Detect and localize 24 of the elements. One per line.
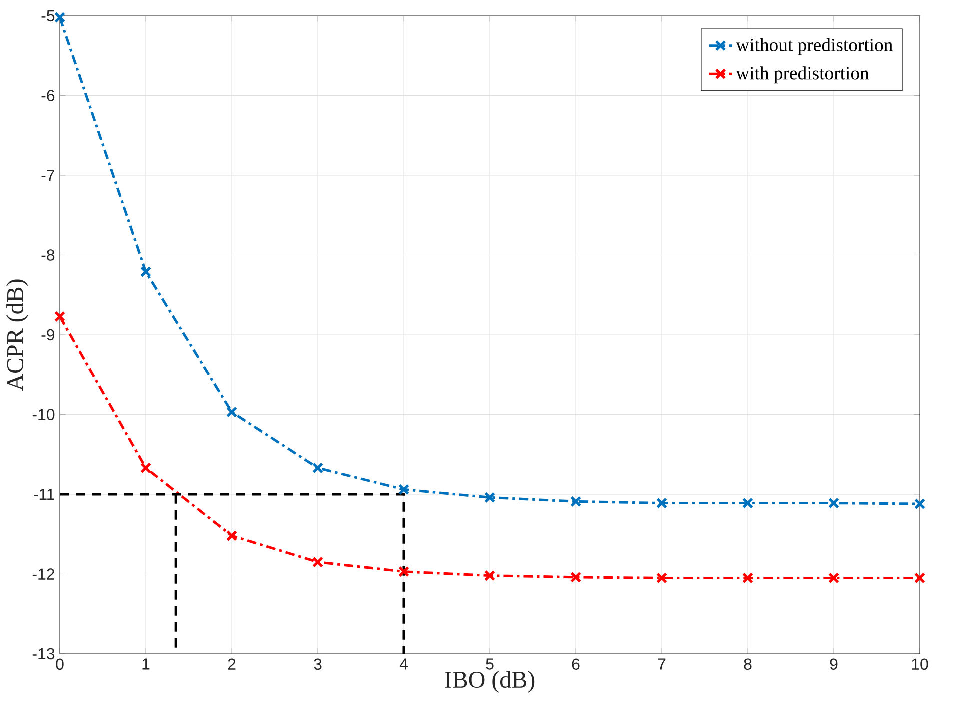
- x-tick-label: 8: [744, 658, 752, 670]
- x-tick-label: 6: [572, 658, 580, 670]
- x-tick-label: 9: [830, 658, 838, 670]
- y-tick-label: -7: [42, 170, 54, 181]
- legend-label: with predistortion: [736, 66, 870, 84]
- y-tick-label: -12: [32, 568, 54, 580]
- x-tick-label: 1: [142, 658, 150, 670]
- y-tick-label: -13: [32, 648, 55, 660]
- legend-label: without predistortion: [736, 38, 893, 56]
- y-tick-label: -10: [32, 409, 55, 420]
- x-axis-title: IBO (dB): [445, 671, 535, 693]
- x-tick-label: 4: [400, 658, 408, 670]
- x-tick-label: 0: [56, 658, 64, 670]
- x-tick-label: 3: [314, 658, 322, 670]
- y-tick-label: -11: [34, 488, 55, 500]
- y-tick-label: -8: [42, 250, 55, 261]
- y-tick-label: -5: [42, 10, 55, 22]
- x-tick-label: 7: [658, 658, 666, 670]
- x-tick-label: 10: [912, 658, 928, 670]
- x-tick-label: 5: [486, 658, 494, 670]
- y-tick-label: -9: [42, 329, 55, 341]
- y-axis-title: ACPR (dB): [6, 280, 28, 392]
- x-tick-label: 2: [228, 658, 236, 670]
- y-tick-label: -6: [42, 90, 55, 102]
